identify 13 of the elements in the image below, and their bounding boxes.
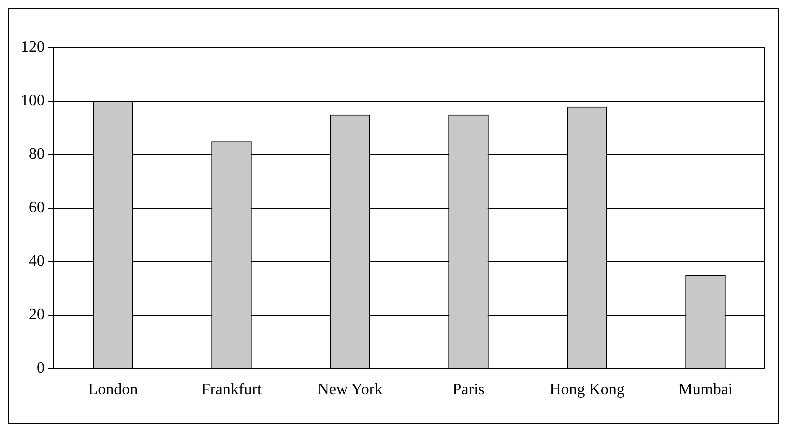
- y-tick-label: 60: [29, 200, 45, 217]
- y-tick-label: 120: [21, 39, 45, 56]
- y-tick-label: 40: [29, 253, 45, 270]
- x-tick-label: Hong Kong: [550, 382, 625, 399]
- y-tick-label: 100: [21, 92, 45, 110]
- x-tick-label: London: [88, 382, 138, 399]
- y-tick-label: 0: [37, 360, 45, 378]
- x-tick-label: New York: [318, 382, 383, 399]
- x-tick-label: Mumbai: [678, 382, 734, 399]
- x-tick-label: Frankfurt: [202, 382, 263, 399]
- x-tick-label: Paris: [452, 382, 485, 399]
- y-tick-label: 20: [29, 306, 45, 324]
- y-tick-label: 80: [29, 146, 45, 164]
